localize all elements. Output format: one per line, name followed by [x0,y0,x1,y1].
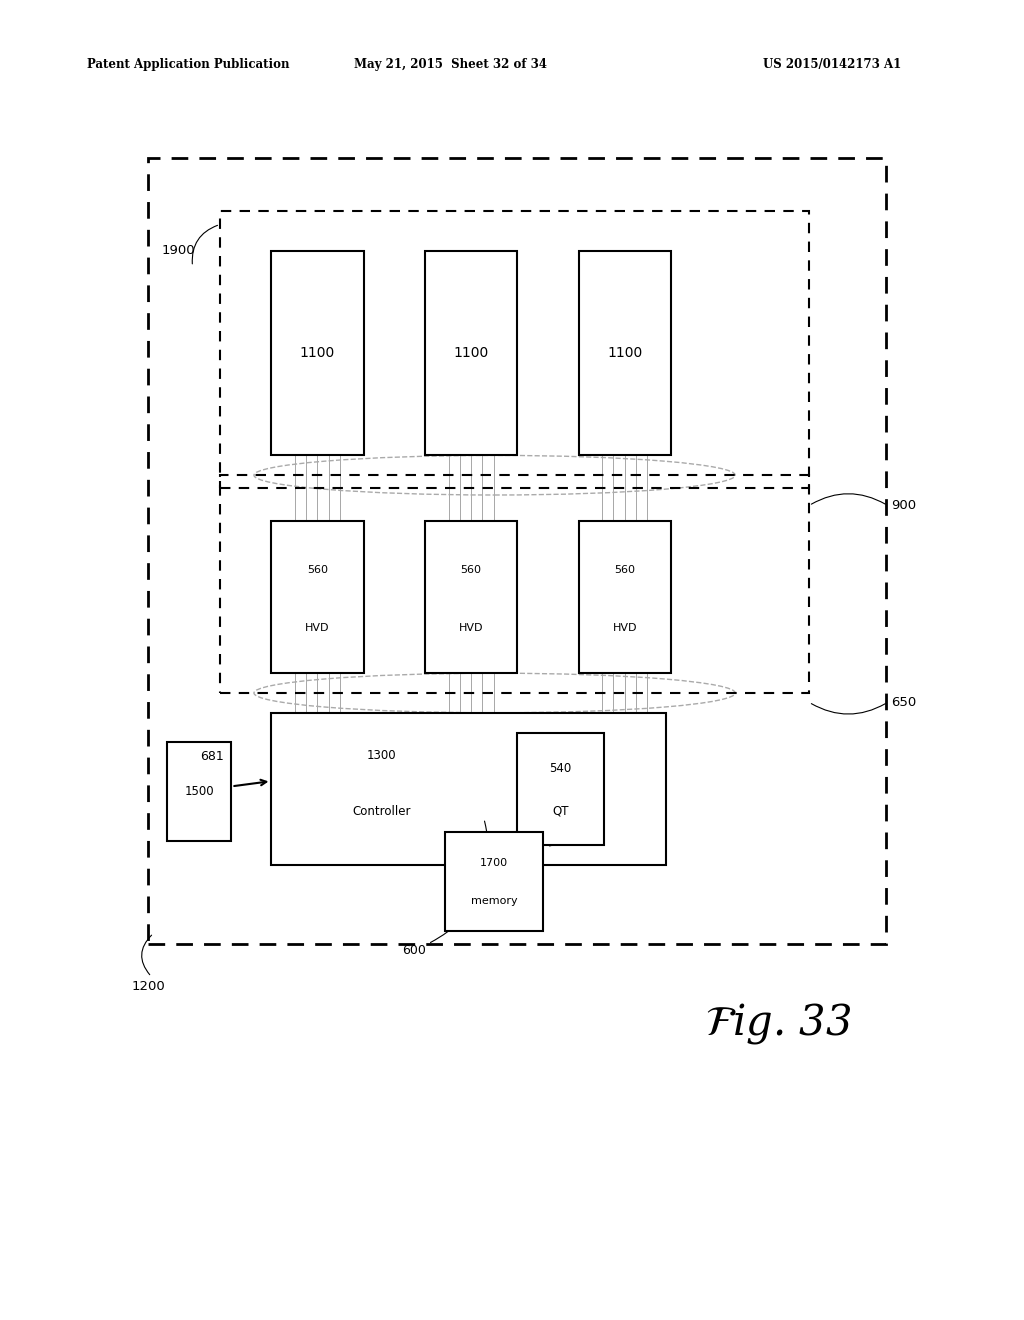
Bar [271,251,364,455]
Bar [220,211,809,488]
Bar [220,475,809,693]
Text: Patent Application Publication: Patent Application Publication [87,58,290,71]
Text: 650: 650 [891,696,916,709]
Bar [445,832,543,931]
Text: 1500: 1500 [184,785,214,797]
Text: 1100: 1100 [300,346,335,360]
Text: May 21, 2015  Sheet 32 of 34: May 21, 2015 Sheet 32 of 34 [354,58,547,71]
Text: HVD: HVD [612,623,637,632]
Bar [271,521,364,673]
Text: 900: 900 [891,499,916,512]
Text: Controller: Controller [352,805,411,818]
Text: 681: 681 [200,750,223,763]
Text: 1100: 1100 [607,346,642,360]
Bar [271,713,666,865]
Text: 1100: 1100 [454,346,488,360]
Text: US 2015/0142173 A1: US 2015/0142173 A1 [763,58,901,71]
Text: $\mathcal{F}$ig. 33: $\mathcal{F}$ig. 33 [705,1001,852,1045]
Text: 1200: 1200 [131,979,165,993]
Text: 1900: 1900 [162,244,196,257]
Text: 1300: 1300 [367,748,396,762]
Bar [425,521,517,673]
Text: 560: 560 [461,565,481,576]
Text: HVD: HVD [459,623,483,632]
Text: HVD: HVD [305,623,330,632]
Text: QT: QT [552,805,569,817]
Bar [148,158,886,944]
Text: memory: memory [471,896,517,906]
Bar [425,251,517,455]
Text: 560: 560 [307,565,328,576]
Bar [579,251,671,455]
Text: 560: 560 [614,565,635,576]
Bar [167,742,231,841]
Bar [579,521,671,673]
Text: 1700: 1700 [480,858,508,869]
Bar [517,733,604,845]
Text: 540: 540 [550,762,571,775]
Text: 600: 600 [402,944,426,957]
